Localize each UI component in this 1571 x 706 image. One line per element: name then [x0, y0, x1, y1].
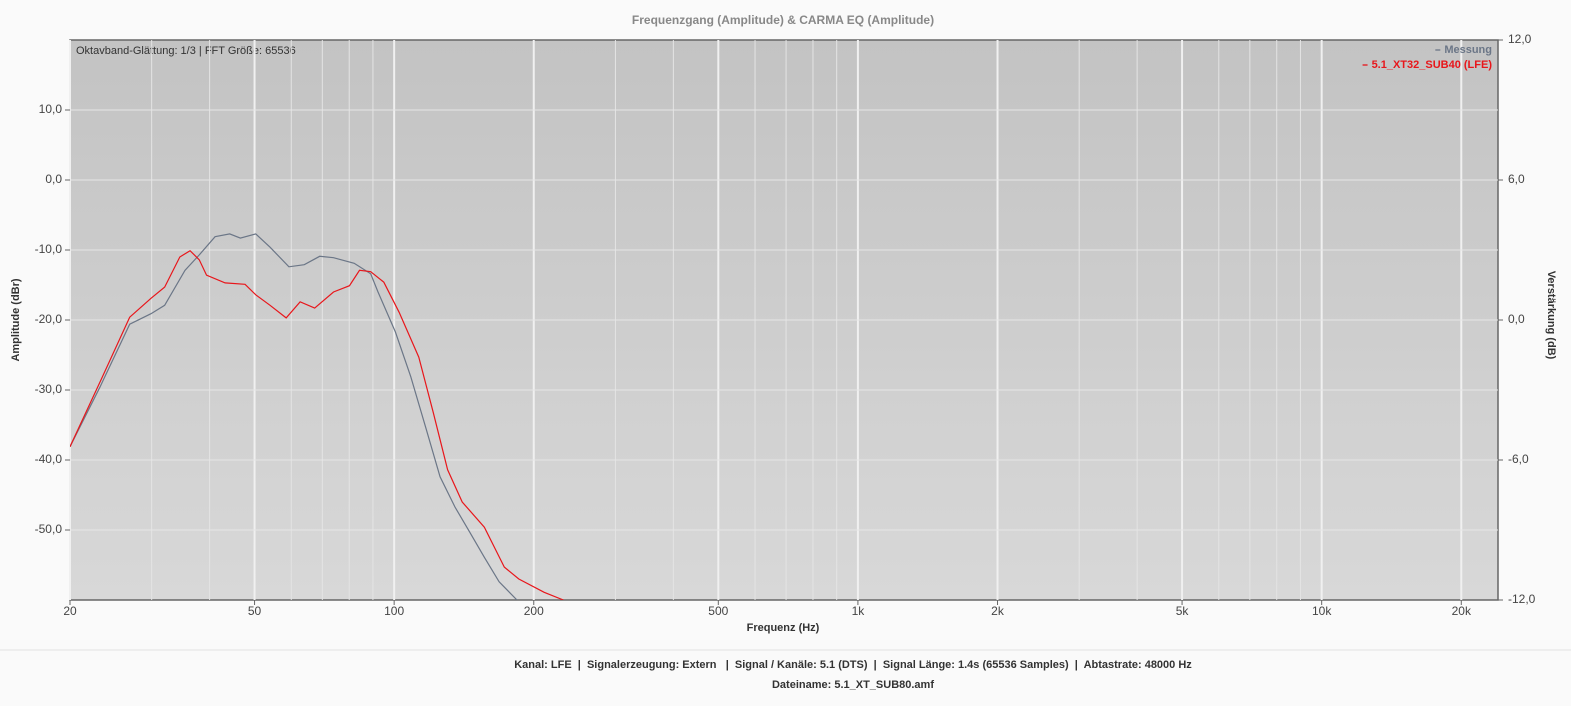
y-tick-label: -10,0 — [35, 242, 63, 256]
series-line — [70, 233, 518, 600]
legend-label: 5.1_XT32_SUB40 (LFE) — [1372, 59, 1493, 71]
y2-tick-label: 6,0 — [1508, 172, 1525, 186]
y-tick-label: -20,0 — [35, 312, 63, 326]
y2-tick-label: -12,0 — [1508, 592, 1536, 606]
chart-title: Frequenzgang (Amplitude) & CARMA EQ (Amp… — [632, 13, 934, 27]
x-tick-label: 5k — [1176, 604, 1190, 618]
x-tick-label: 2k — [991, 604, 1005, 618]
y2-axis-label: Verstärkung (dB) — [1545, 271, 1557, 360]
x-tick-label: 200 — [524, 604, 544, 618]
legend-label: Messung — [1444, 44, 1492, 56]
x-tick-label: 10k — [1312, 604, 1332, 618]
y-tick-label: 0,0 — [45, 172, 62, 186]
x-tick-label: 100 — [384, 604, 404, 618]
x-tick-label: 20 — [63, 604, 77, 618]
footer-info: Kanal: LFE | Signalerzeugung: Extern | S… — [514, 659, 1192, 671]
y-axis-label: Amplitude (dBr) — [10, 278, 22, 361]
x-tick-label: 20k — [1452, 604, 1472, 618]
x-tick-label: 500 — [708, 604, 728, 618]
y-tick-label: 10,0 — [39, 102, 63, 116]
series-line — [70, 249, 564, 600]
x-tick-label: 1k — [852, 604, 866, 618]
y-tick-label: -30,0 — [35, 382, 63, 396]
y2-tick-label: -6,0 — [1508, 452, 1529, 466]
y2-tick-label: 0,0 — [1508, 312, 1525, 326]
y2-tick-label: 12,0 — [1508, 32, 1532, 46]
x-axis-label: Frequenz (Hz) — [747, 622, 820, 634]
footer-file: Dateiname: 5.1_XT_SUB80.amf — [772, 679, 934, 691]
y-tick-label: -50,0 — [35, 522, 63, 536]
grid — [69, 40, 1498, 600]
x-tick-label: 50 — [248, 604, 262, 618]
y-tick-label: -40,0 — [35, 452, 63, 466]
annotation: Oktavband-Glättung: 1/3 | FFT Größe: 655… — [76, 45, 296, 57]
